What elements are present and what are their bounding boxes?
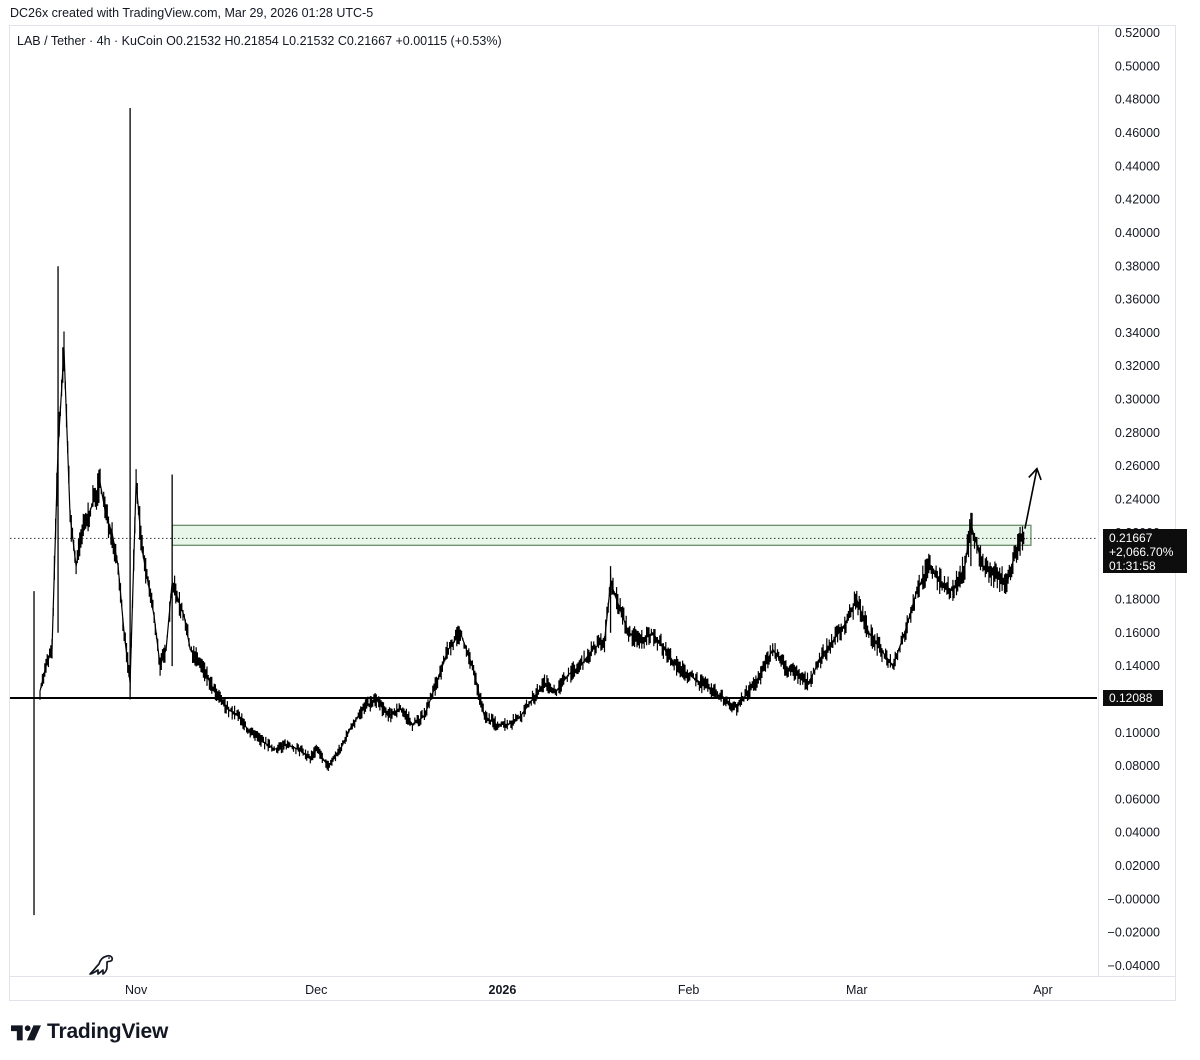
y-tick-label: 0.14000 <box>1115 659 1160 673</box>
x-tick-label: Dec <box>305 983 327 997</box>
x-tick-label: Feb <box>678 983 700 997</box>
y-tick-label: 0.44000 <box>1115 159 1160 173</box>
arrow-up-icon <box>1024 468 1038 529</box>
y-tick-label: 0.46000 <box>1115 126 1160 140</box>
y-tick-label: 0.06000 <box>1115 792 1160 806</box>
price-series-line <box>39 349 1026 768</box>
dinosaur-icon <box>89 954 114 975</box>
time-axis-separator <box>9 976 1176 977</box>
x-tick-label: Apr <box>1033 983 1052 997</box>
chart-frame <box>9 25 1176 1001</box>
y-tick-label: 0.02000 <box>1115 859 1160 873</box>
current-price: 0.21667 <box>1109 531 1153 545</box>
y-tick-label: 0.10000 <box>1115 726 1160 740</box>
y-tick-label: 0.50000 <box>1115 59 1160 73</box>
y-tick-label: 0.24000 <box>1115 493 1160 507</box>
y-tick-label: 0.04000 <box>1115 826 1160 840</box>
price-series-wicks <box>39 331 1025 771</box>
current-price-tag: 0.21667 +2,066.70% 01:31:58 <box>1103 529 1187 573</box>
symbol-legend: LAB / Tether · 4h · KuCoin O0.21532 H0.2… <box>17 34 502 48</box>
support-level-tag: 0.12088 <box>1103 690 1163 706</box>
y-tick-label: 0.40000 <box>1115 226 1160 240</box>
y-tick-label: 0.32000 <box>1115 359 1160 373</box>
chart-caption: DC26x created with TradingView.com, Mar … <box>10 6 374 20</box>
x-tick-label: 2026 <box>489 983 517 997</box>
y-tick-label: −0.02000 <box>1108 926 1161 940</box>
y-tick-label: 0.48000 <box>1115 93 1160 107</box>
y-tick-label: 0.08000 <box>1115 759 1160 773</box>
price-axis-separator <box>1098 25 1099 977</box>
y-tick-label: 0.38000 <box>1115 259 1160 273</box>
y-tick-label: −0.00000 <box>1108 892 1161 906</box>
y-tick-label: 0.18000 <box>1115 592 1160 606</box>
y-tick-label: 0.42000 <box>1115 193 1160 207</box>
y-tick-label: 0.26000 <box>1115 459 1160 473</box>
x-tick-label: Nov <box>125 983 148 997</box>
tradingview-brand[interactable]: TradingView <box>11 1019 168 1045</box>
resistance-zone <box>171 524 1032 546</box>
candle-countdown: 01:31:58 <box>1109 559 1156 573</box>
y-tick-label: 0.30000 <box>1115 393 1160 407</box>
y-tick-label: 0.34000 <box>1115 326 1160 340</box>
arrow-head <box>1028 467 1042 481</box>
price-change: +2,066.70% <box>1109 545 1174 559</box>
y-tick-label: 0.36000 <box>1115 293 1160 307</box>
y-tick-label: 0.52000 <box>1115 26 1160 40</box>
brand-name: TradingView <box>47 1020 169 1043</box>
tradingview-logo-icon <box>11 1025 41 1041</box>
y-tick-label: 0.16000 <box>1115 626 1160 640</box>
y-tick-label: 0.28000 <box>1115 426 1160 440</box>
y-tick-label: −0.04000 <box>1108 959 1161 973</box>
x-tick-label: Mar <box>846 983 868 997</box>
